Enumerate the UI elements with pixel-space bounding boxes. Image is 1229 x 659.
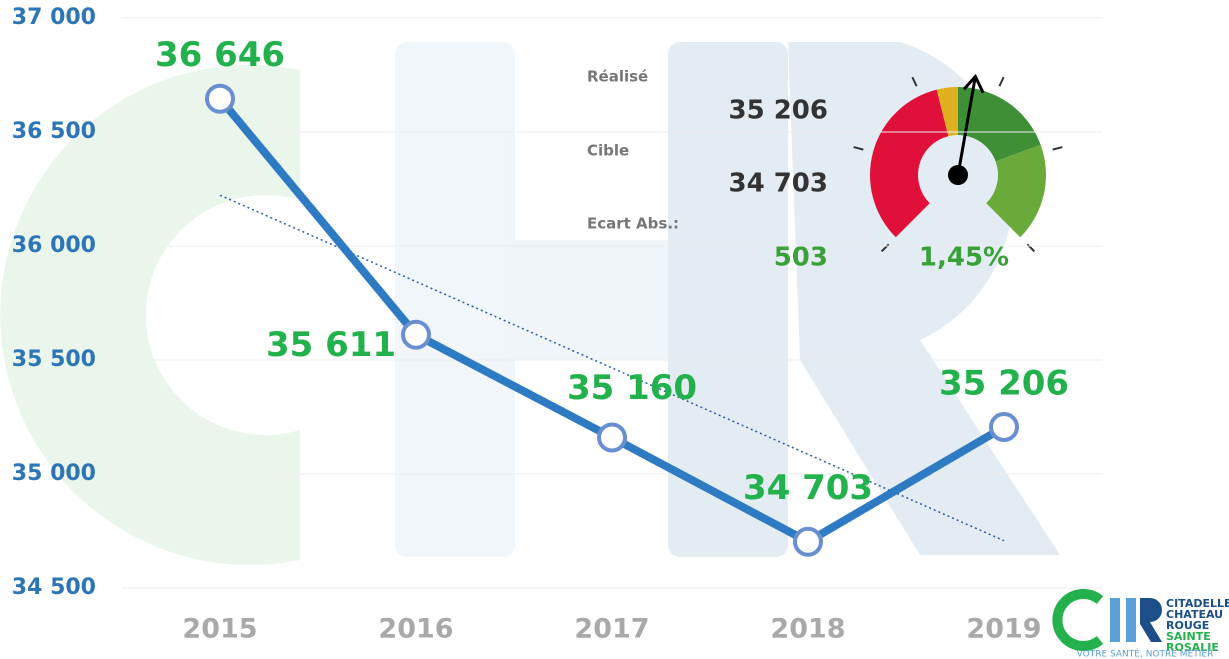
- logo-tagline: VOTRE SANTÉ, NOTRE MÉTIER: [1077, 648, 1214, 659]
- gauge-tick: [880, 243, 890, 253]
- panel-value: 503: [774, 243, 828, 273]
- gauge-hub: [948, 165, 968, 185]
- panel-value: 34 703: [728, 169, 828, 199]
- gauge-tick: [998, 76, 1005, 87]
- y-tick-label: 35 000: [12, 461, 96, 486]
- gauge-percent: 1,45%: [919, 243, 1009, 273]
- x-tick-label: 2017: [574, 614, 649, 645]
- gauge-sector: [958, 87, 1041, 162]
- logo-text: SAINTE: [1166, 630, 1211, 643]
- data-label: 35 206: [939, 364, 1069, 404]
- x-tick-label: 2015: [182, 614, 257, 645]
- y-tick-label: 37 000: [12, 5, 96, 30]
- data-label: 36 646: [155, 35, 285, 75]
- logo-text: ROUGE: [1166, 619, 1209, 632]
- panel-label: Réalisé: [587, 68, 648, 86]
- gauge-tick: [911, 76, 918, 87]
- gauge-sector: [986, 144, 1046, 238]
- logo-text: CITADELLE: [1166, 597, 1229, 610]
- point-marker: [989, 412, 1019, 443]
- logo-text: CHATEAU: [1166, 608, 1223, 621]
- gauge-sector: [936, 87, 958, 137]
- panel-label: Cible: [587, 142, 629, 160]
- y-tick-label: 36 500: [12, 119, 96, 144]
- data-label: 34 703: [743, 468, 873, 508]
- gauge-tick: [1052, 146, 1063, 151]
- data-label: 35 611: [266, 325, 396, 365]
- logo-text: ROSALIE: [1166, 641, 1219, 654]
- gauge-needle: [956, 76, 977, 176]
- data-label: 35 160: [567, 368, 697, 408]
- point-marker: [205, 83, 235, 114]
- y-tick-label: 35 500: [12, 347, 96, 372]
- gauge-tick: [853, 146, 864, 151]
- gauge-tick: [1026, 243, 1036, 253]
- point-marker: [597, 422, 627, 453]
- point-marker: [793, 526, 823, 557]
- gauge-sector: [870, 89, 949, 238]
- x-tick-label: 2016: [378, 614, 453, 645]
- gauge-needle-head: [962, 73, 985, 94]
- x-tick-label: 2019: [966, 614, 1041, 645]
- y-tick-label: 34 500: [12, 575, 96, 600]
- point-marker: [401, 319, 431, 350]
- x-tick-label: 2018: [770, 614, 845, 645]
- gauge: [853, 73, 1063, 253]
- y-tick-label: 36 000: [12, 233, 96, 258]
- watermark: [0, 42, 1060, 565]
- panel-value: 35 206: [728, 96, 828, 126]
- panel-label: Ecart Abs.:: [587, 215, 679, 233]
- logo: CITADELLE CHATEAU ROUGE SAINTE ROSALIE V…: [1052, 589, 1229, 659]
